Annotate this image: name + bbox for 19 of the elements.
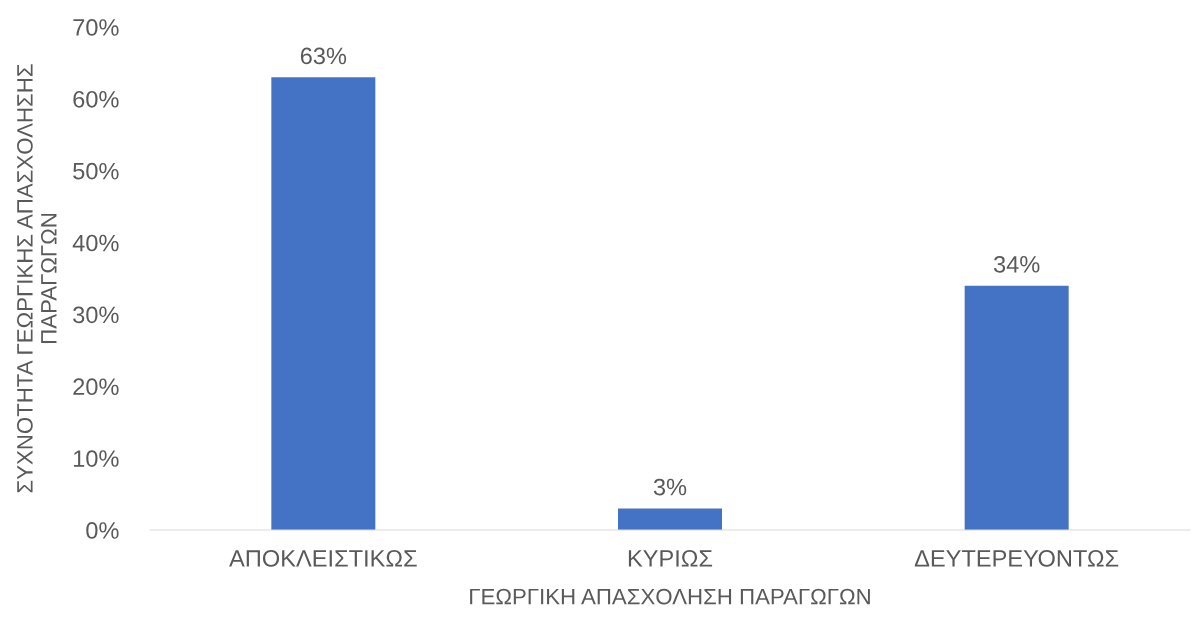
y-tick-label: 60% (73, 90, 119, 108)
x-tick-label: ΚΥΡΙΩΣ (628, 550, 713, 567)
y-tick-label: 30% (73, 306, 119, 324)
x-tick-label: ΔΕΥΤΕΡΕΥΟΝΤΩΣ (914, 550, 1119, 567)
y-tick-label: 0% (86, 522, 119, 539)
data-label: 34% (993, 255, 1040, 273)
data-label: 3% (653, 478, 687, 496)
y-tick-label: 40% (72, 234, 119, 252)
data-label: 63% (300, 47, 347, 65)
x-axis-title: ΓΕΩΡΓΙΚΗ ΑΠΑΣΧΟΛΗΣΗ ΠΑΡΑΓΩΓΩΝ (470, 588, 870, 605)
y-tick-label: 10% (73, 450, 119, 467)
bar (964, 285, 1069, 530)
y-tick-label: 70% (73, 19, 119, 36)
x-tick-label: ΑΠΟΚΛΕΙΣΤΙΚΩΣ (229, 550, 417, 567)
y-axis-title: ΣΥΧΝΟΤΗΤΑ ΓΕΩΡΓΙΚΗΣ ΑΠΑΣΧΟΛΗΣΗΣ ΠΑΡΑΓΩΓΩΝ (17, 64, 57, 493)
bar (618, 508, 722, 530)
bar (271, 77, 376, 530)
y-tick-label: 20% (73, 378, 119, 396)
y-tick-label: 50% (73, 162, 119, 180)
